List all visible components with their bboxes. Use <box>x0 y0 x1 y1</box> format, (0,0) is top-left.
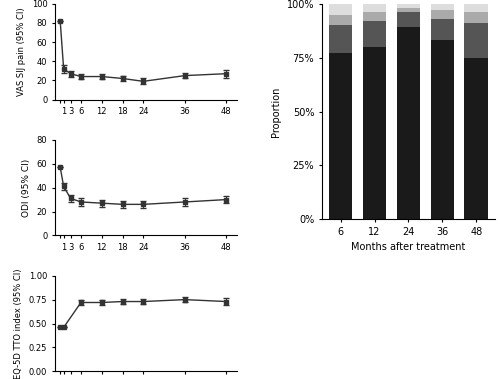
Bar <box>396 28 420 219</box>
Bar <box>464 4 488 13</box>
Bar <box>328 53 352 219</box>
Bar <box>430 4 454 10</box>
Bar <box>430 10 454 19</box>
Bar <box>362 13 386 21</box>
Bar <box>328 4 352 14</box>
Y-axis label: EQ-5D TTO index (95% CI): EQ-5D TTO index (95% CI) <box>14 268 24 379</box>
Bar <box>362 4 386 13</box>
X-axis label: Months after treatment: Months after treatment <box>352 243 466 252</box>
Bar <box>430 41 454 219</box>
Bar <box>464 58 488 219</box>
Bar <box>396 8 420 13</box>
Bar <box>464 13 488 23</box>
Y-axis label: Proportion: Proportion <box>271 86 281 137</box>
Y-axis label: ODI (95% CI): ODI (95% CI) <box>22 158 31 217</box>
Y-axis label: VAS SIJ pain (95% CI): VAS SIJ pain (95% CI) <box>17 7 26 96</box>
Bar <box>396 13 420 28</box>
Bar <box>430 19 454 41</box>
Bar <box>464 23 488 58</box>
Bar <box>362 47 386 219</box>
Bar <box>328 25 352 53</box>
Bar <box>396 4 420 8</box>
Bar <box>362 21 386 47</box>
Bar <box>328 14 352 25</box>
